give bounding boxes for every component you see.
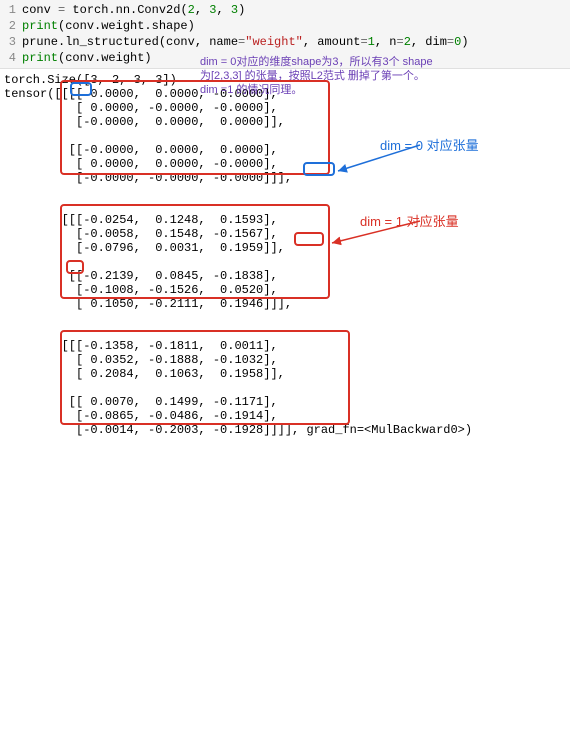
note-blue: dim = 0 对应张量: [380, 139, 479, 153]
tensor-output: torch.Size([3, 2, 3, 3]) tensor([[[[ 0.0…: [4, 73, 566, 437]
line-number: 2: [0, 18, 22, 34]
note-purple-l1: dim = 0对应的维度shape为3，所以有3个 shape: [200, 56, 433, 68]
code-text: conv = torch.nn.Conv2d(2, 3, 3): [22, 2, 570, 18]
note-red: dim = 1 对应张量: [360, 215, 459, 229]
note-purple: dim = 0对应的维度shape为3，所以有3个 shape 为[2,3,3]…: [200, 55, 500, 97]
code-line: 1conv = torch.nn.Conv2d(2, 3, 3): [0, 2, 570, 18]
line-number: 4: [0, 50, 22, 66]
code-text: prune.ln_structured(conv, name="weight",…: [22, 34, 570, 50]
code-line: 3prune.ln_structured(conv, name="weight"…: [0, 34, 570, 50]
note-purple-l3: dim =1 的情况同理。: [200, 84, 302, 96]
line-number: 1: [0, 2, 22, 18]
note-purple-l2: 为[2,3,3] 的张量，按照L2范式 删掉了第一个。: [200, 70, 425, 82]
line-number: 3: [0, 34, 22, 50]
output-block: torch.Size([3, 2, 3, 3]) tensor([[[[ 0.0…: [0, 69, 570, 749]
code-text: print(conv.weight.shape): [22, 18, 570, 34]
code-line: 2print(conv.weight.shape): [0, 18, 570, 34]
